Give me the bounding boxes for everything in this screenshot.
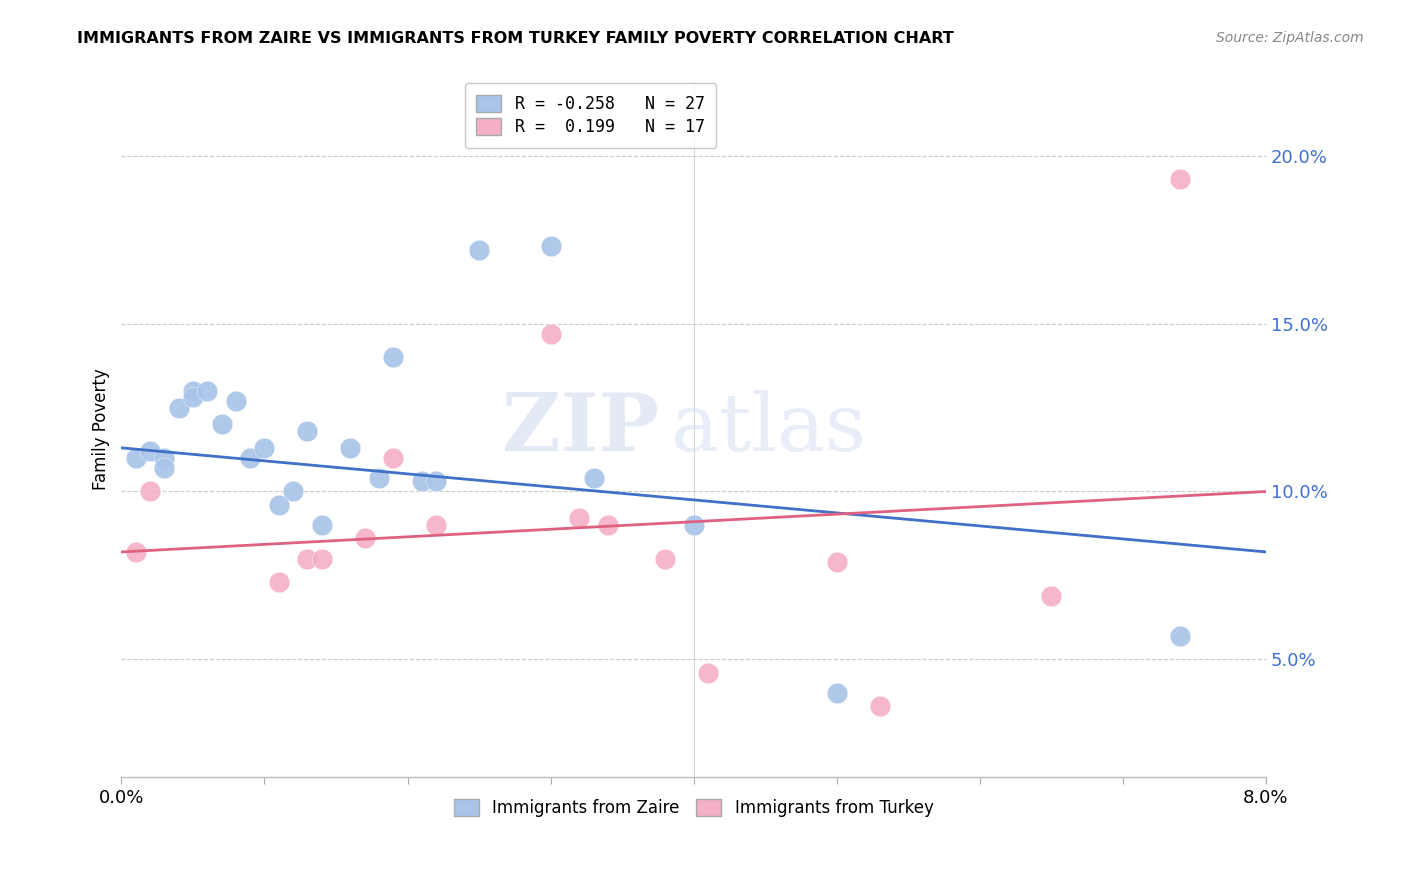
Text: atlas: atlas [671, 391, 866, 468]
Point [181, 391, 204, 405]
Point [211, 417, 233, 432]
Point [382, 450, 405, 465]
Point [297, 424, 319, 438]
Point [153, 450, 176, 465]
Point [1040, 589, 1063, 603]
Point [540, 239, 562, 253]
Point [239, 450, 262, 465]
Point [468, 243, 491, 257]
Point [267, 575, 290, 590]
Y-axis label: Family Poverty: Family Poverty [93, 368, 110, 491]
Point [125, 450, 148, 465]
Point [225, 393, 247, 408]
Point [139, 444, 162, 458]
Point [654, 551, 676, 566]
Text: IMMIGRANTS FROM ZAIRE VS IMMIGRANTS FROM TURKEY FAMILY POVERTY CORRELATION CHART: IMMIGRANTS FROM ZAIRE VS IMMIGRANTS FROM… [77, 31, 955, 46]
Point [267, 498, 290, 512]
Point [139, 484, 162, 499]
Point [411, 475, 433, 489]
Point [425, 518, 447, 533]
Point [125, 545, 148, 559]
Point [682, 518, 704, 533]
Text: ZIP: ZIP [502, 391, 659, 468]
Point [167, 401, 190, 415]
Point [339, 441, 361, 455]
Point [596, 518, 619, 533]
Point [825, 555, 848, 569]
Point [253, 441, 276, 455]
Point [425, 475, 447, 489]
Point [582, 471, 605, 485]
Point [869, 699, 891, 714]
Point [825, 686, 848, 700]
Point [153, 461, 176, 475]
Legend: Immigrants from Zaire, Immigrants from Turkey: Immigrants from Zaire, Immigrants from T… [447, 793, 941, 824]
Point [181, 384, 204, 398]
Point [368, 471, 391, 485]
Point [353, 532, 375, 546]
Point [1168, 629, 1191, 643]
Point [281, 484, 304, 499]
Point [1168, 172, 1191, 186]
Point [568, 511, 591, 525]
Point [311, 518, 333, 533]
Text: Source: ZipAtlas.com: Source: ZipAtlas.com [1216, 31, 1364, 45]
Point [382, 350, 405, 364]
Point [311, 551, 333, 566]
Point [297, 551, 319, 566]
Point [195, 384, 218, 398]
Point [697, 665, 720, 680]
Point [540, 326, 562, 341]
